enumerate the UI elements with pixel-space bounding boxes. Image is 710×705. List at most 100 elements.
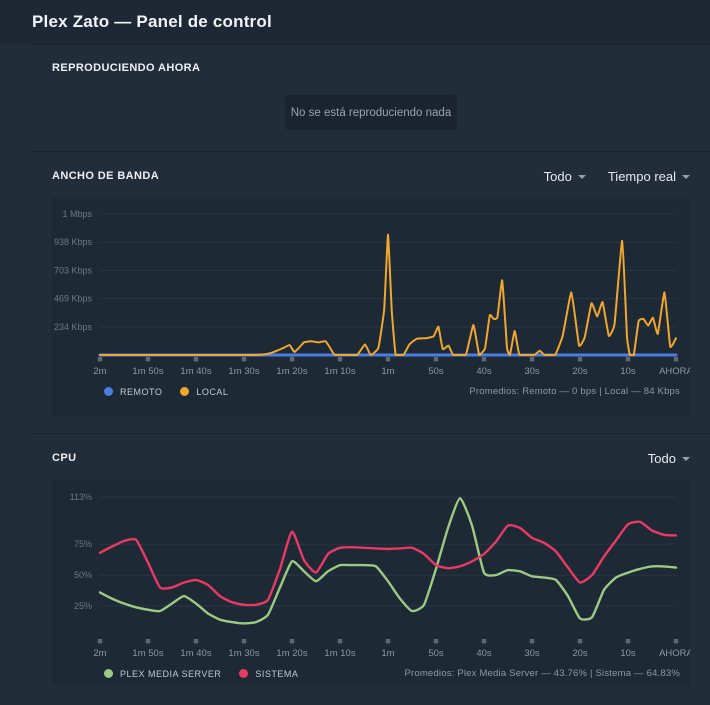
x-axis-label: 1m [381,648,394,659]
axis-tick [673,639,679,644]
x-axis-label: 1m 30s [228,366,259,377]
bandwidth-chart-svg: 1 Mbps 938 Kbps 703 Kbps 469 Kbps 234 Kbps 2m… [54,209,694,377]
x-axis-label: 20s [572,648,588,659]
x-axis-label: 2m [93,366,106,377]
legend-item-remoto[interactable]: REMOTO [104,387,162,397]
x-axis-label: 40s [476,648,492,659]
axis-tick [385,357,391,362]
legend-dot-icon [104,387,113,396]
axis-tick [97,639,103,644]
now-playing-section: REPRODUCIENDO AHORA No se está reproduci… [0,62,710,130]
axis-tick [145,639,151,644]
cpu-chart: 113% 75% 50% 25% 2m 1m 50s 1m 40s 1m 30s 1m 20s 1… [52,479,694,663]
legend-item-local[interactable]: LOCAL [180,387,228,397]
x-axis-label: 2m [93,648,106,659]
legend-item-sistema[interactable]: SISTEMA [239,669,298,679]
axis-tick [529,357,535,362]
x-axis-label: 1m 30s [228,648,259,659]
top-bar: Plex Zato — Panel de control [0,0,710,44]
x-axis-label: 1m 50s [132,366,163,377]
now-playing-empty-message: No se está reproduciendo nada [290,106,452,119]
divider [32,151,710,152]
y-axis-label: 113% [70,492,92,502]
y-axis-label: 1 Mbps [62,209,92,219]
axis-tick [97,357,103,362]
y-axis-label: 75% [74,539,92,549]
cpu-legend: PLEX MEDIA SERVER SISTEMA [104,669,298,679]
cpu-section-title: CPU [52,451,77,464]
now-playing-body: No se está reproduciendo nada [52,95,690,130]
divider [32,433,710,434]
axis-tick [337,357,343,362]
axis-tick [433,357,439,362]
chevron-down-icon [577,175,586,179]
x-axis-label: 10s [620,366,636,377]
y-axis-label: 50% [74,570,92,580]
x-axis-label: 1m [381,366,394,377]
y-axis-label: 234 Kbps [54,322,93,332]
x-axis-label: 50s [428,366,444,377]
x-axis-label: 10s [620,648,636,659]
divider [32,44,710,45]
x-axis-label: AHORA [659,648,690,659]
bandwidth-chart: 1 Mbps 938 Kbps 703 Kbps 469 Kbps 234 Kbps 2m… [52,197,694,381]
legend-dot-icon [104,669,113,678]
y-axis-label: 703 Kbps [54,265,93,275]
bandwidth-section-title: ANCHO DE BANDA [52,169,160,182]
legend-dot-icon [239,669,249,678]
bandwidth-timeframe-dropdown[interactable]: Tiempo real [608,169,690,184]
axis-tick [529,639,535,644]
axis-tick [145,357,151,362]
bandwidth-legend: REMOTO LOCAL [104,387,228,397]
axis-tick [673,357,679,362]
cpu-chart-svg: 113% 75% 50% 25% 2m 1m 50s 1m 40s 1m 30s 1m 20s 1… [70,492,694,659]
legend-item-plex-media-server[interactable]: PLEX MEDIA SERVER [104,669,221,679]
x-axis-label: 1m 20s [276,366,307,377]
axis-tick [193,357,199,362]
series-line-local [99,233,677,356]
cpu-section: CPU Todo 113% 75% 50% 25% 2m 1m 50s 1m 40s 1m 3… [0,449,710,685]
bandwidth-panel: 1 Mbps 938 Kbps 703 Kbps 469 Kbps 234 Kbps 2m… [52,197,694,417]
cpu-averages: Promedios: Plex Media Server — 43.76% | … [404,668,680,679]
cpu-panel: 113% 75% 50% 25% 2m 1m 50s 1m 40s 1m 30s 1m 20s 1… [52,479,694,685]
x-axis-label: 30s [524,366,540,377]
x-axis-label: 50s [428,648,444,659]
cpu-scope-dropdown[interactable]: Todo [648,451,690,466]
x-axis-label: 40s [476,366,492,377]
x-axis-label: 1m 10s [324,366,355,377]
x-axis-label: 1m 40s [180,366,211,377]
page-title: Plex Zato — Panel de control [32,12,272,31]
axis-tick [193,639,199,644]
chevron-down-icon [682,457,690,461]
axis-tick [433,639,439,644]
axis-tick [481,357,487,362]
x-axis-label: 1m 20s [276,648,307,659]
axis-tick [241,639,247,644]
y-axis-label: 938 Kbps [54,237,93,247]
bandwidth-averages: Promedios: Remoto — 0 bps | Local — 84 K… [469,386,680,397]
axis-tick [289,357,295,362]
now-playing-title: REPRODUCIENDO AHORA [52,62,201,74]
axis-tick [289,639,295,644]
axis-tick [481,639,487,644]
axis-tick [241,357,247,362]
axis-tick [337,639,343,644]
bandwidth-scope-dropdown[interactable]: Todo [544,169,586,184]
axis-tick [577,639,583,644]
legend-dot-icon [180,387,190,396]
chevron-down-icon [682,175,690,179]
x-axis-label: 20s [572,366,588,377]
series-line-sistema [98,520,678,607]
x-axis-label: 30s [524,648,540,659]
axis-tick [577,357,583,362]
axis-tick [385,639,391,644]
series-line-plex-media-server [98,496,678,625]
x-axis-label: AHORA [659,366,690,377]
now-playing-empty-box: No se está reproduciendo nada [285,95,457,130]
y-axis-label: 25% [74,601,92,611]
y-axis-label: 469 Kbps [54,294,93,304]
bandwidth-section: ANCHO DE BANDA Todo Tiempo real 1 Mbps 93… [0,167,710,417]
axis-tick [625,357,631,362]
x-axis-label: 1m 40s [180,648,211,659]
